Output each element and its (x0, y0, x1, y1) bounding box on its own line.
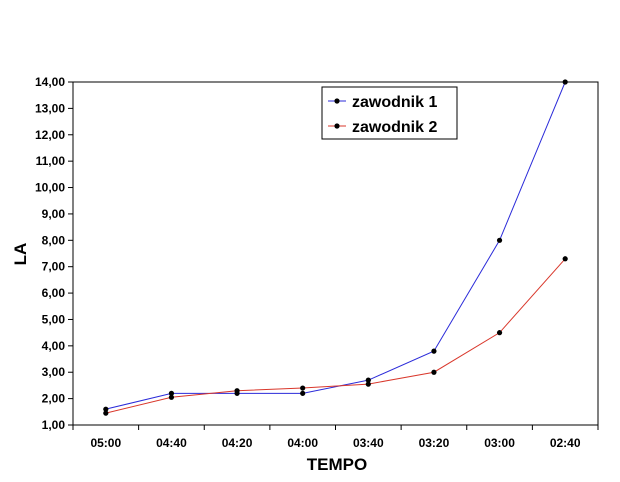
series-lines (105, 81, 566, 414)
series-line-1 (105, 81, 566, 410)
data-point (431, 369, 437, 375)
data-point (365, 377, 371, 383)
legend-box (321, 86, 458, 140)
data-point (168, 390, 175, 396)
data-point (496, 237, 503, 243)
y-tick-label: 8,00 (42, 233, 66, 247)
y-tick-label: 3,00 (42, 365, 66, 379)
data-point (300, 390, 306, 396)
legend-marker (334, 98, 340, 104)
x-tick-label: 04:40 (156, 436, 187, 450)
series-line-2 (105, 258, 566, 414)
legend-label: zawodnik 2 (352, 119, 437, 136)
data-point (365, 381, 371, 387)
legend: zawodnik 1 zawodnik 2 (321, 86, 458, 140)
y-tick-label: 11,00 (36, 154, 66, 168)
series-points (103, 79, 568, 416)
y-tick-label: 2,00 (42, 392, 66, 406)
data-point (496, 330, 503, 336)
y-tick-label: 5,00 (42, 312, 66, 326)
x-tick-label: 04:00 (287, 436, 318, 450)
data-point (562, 79, 568, 85)
x-tick-label: 03:20 (419, 436, 450, 450)
x-tick-label: 02:40 (550, 436, 581, 450)
data-point (300, 385, 306, 391)
x-tick-label: 03:00 (484, 436, 515, 450)
data-point (234, 388, 240, 394)
x-tick-label: 04:20 (222, 436, 253, 450)
x-tick-label: 03:40 (353, 436, 384, 450)
data-point (431, 348, 437, 354)
y-tick-label: 7,00 (42, 260, 66, 274)
y-tick-label: 6,00 (42, 286, 66, 300)
y-tick-label: 12,00 (35, 128, 65, 142)
y-tick-label: 14,00 (35, 75, 65, 89)
y-axis: 1,00 2,00 3,00 4,00 5,00 6,00 7,00 8,00 9,00 10,0… (35, 75, 73, 432)
data-point (103, 410, 109, 416)
data-point (103, 406, 109, 412)
y-tick-label: 4,00 (42, 339, 66, 353)
y-tick-label: 1,00 (42, 418, 66, 432)
data-point (562, 256, 568, 262)
y-tick-label: 9,00 (42, 207, 66, 221)
legend-label: zawodnik 1 (352, 94, 437, 111)
x-axis-title: TEMPO (307, 455, 367, 474)
x-axis: 05:00 04:40 04:20 04:00 03:40 03:20 03:00 02:40 (72, 425, 599, 450)
y-tick-label: 13,00 (35, 101, 65, 115)
x-tick-label: 05:00 (90, 436, 121, 450)
y-axis-title: LA (11, 243, 30, 266)
y-tick-label: 10,00 (35, 181, 65, 195)
legend-marker (334, 123, 340, 129)
data-point (168, 394, 175, 400)
